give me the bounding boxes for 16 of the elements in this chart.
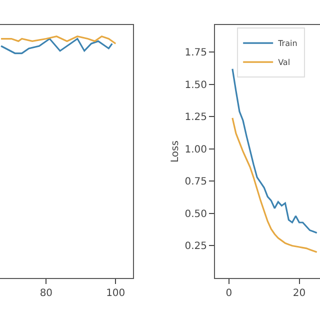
legend-label: Val	[278, 58, 290, 68]
y-tick-label: 1.00	[184, 144, 208, 156]
y-tick-label: 0.50	[184, 208, 208, 220]
legend-label: Train	[277, 39, 298, 48]
y-tick-label: 1.25	[184, 112, 208, 124]
y-tick-label: 1.50	[184, 80, 208, 91]
y-tick-label: 0.75	[184, 176, 208, 188]
y-tick-label: 1.75	[184, 48, 208, 59]
x-tick-label: 100	[106, 288, 126, 299]
x-tick-label: 20	[292, 288, 306, 299]
line-series	[232, 68, 318, 234]
y-tick-label: 0.25	[184, 241, 208, 252]
x-tick-label: 80	[40, 288, 53, 299]
x-tick-label: 0	[226, 288, 232, 299]
line-series	[232, 117, 318, 253]
y-axis-title: Loss	[170, 140, 181, 162]
